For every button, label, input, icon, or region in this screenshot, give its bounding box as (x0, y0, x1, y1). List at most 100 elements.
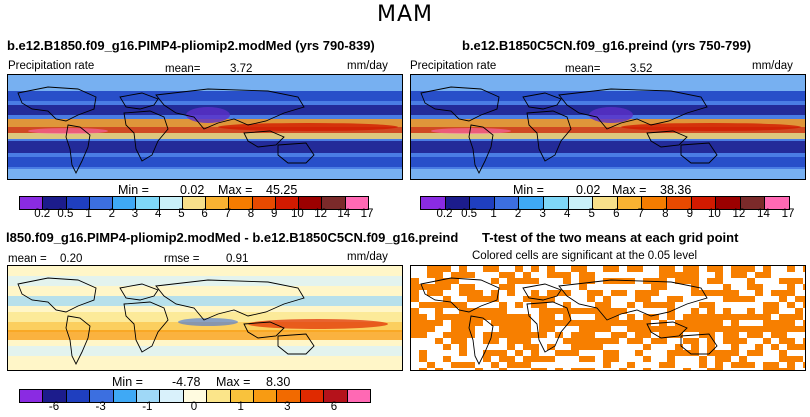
panel2-precip-map (410, 74, 806, 180)
colorbar-swatch-5 (543, 197, 569, 209)
colorbar-swatch-13 (740, 197, 766, 209)
panel1-mean-value: 3.72 (230, 63, 253, 75)
colorbar-tick-label: 14 (337, 208, 351, 220)
colorbar-tick-label: 1 (490, 208, 497, 220)
colorbar-swatch-0 (421, 197, 446, 209)
panel2-min-label: Min = (513, 183, 544, 197)
panel2-min-value: 0.02 (576, 183, 601, 197)
colorbar-tick-label: 7 (224, 208, 231, 220)
colorbar-swatch-11 (277, 390, 301, 402)
colorbar-tick-label: 5 (588, 208, 595, 220)
colorbar-tick-label: -6 (48, 401, 60, 413)
panel2-max-value: 38.36 (660, 183, 692, 197)
colorbar-swatch-4 (113, 197, 137, 209)
colorbar-swatch-1 (43, 197, 67, 209)
colorbar-tick-label: 0.2 (436, 208, 453, 220)
panel2-variable-label: Precipitation rate (410, 60, 497, 72)
colorbar-tick-label: 0 (190, 401, 198, 413)
colorbar-tick-label: 12 (314, 208, 327, 220)
panel1-variable-label: Precipitation rate (8, 60, 95, 72)
panel3-rmse-value: 0.91 (226, 253, 249, 265)
colorbar-tick-label: 5 (178, 208, 185, 220)
panel3-mean-value: 0.20 (60, 253, 83, 265)
colorbar-swatch-8 (206, 197, 230, 209)
colorbar-swatch-13 (322, 197, 346, 209)
colorbar-tick-label: 3 (539, 208, 546, 220)
panel1-units: mm/day (347, 60, 388, 72)
colorbar-swatch-9 (642, 197, 667, 209)
panel2-colorbar (420, 196, 790, 210)
colorbar-swatch-6 (568, 197, 594, 209)
colorbar-tick-label: 6 (201, 208, 208, 220)
colorbar-swatch-11 (691, 197, 717, 209)
colorbar-tick-label: 3 (131, 208, 139, 220)
colorbar-tick-label: 9 (270, 208, 278, 220)
colorbar-swatch-2 (470, 197, 495, 209)
colorbar-swatch-3 (89, 197, 114, 209)
colorbar-tick-label: 2 (108, 208, 115, 220)
colorbar-tick-label: 14 (757, 208, 770, 220)
colorbar-tick-label: -1 (142, 401, 153, 413)
panel3-difference-map (7, 265, 403, 371)
colorbar-tick-label: 0.5 (57, 208, 74, 220)
colorbar-swatch-12 (299, 197, 323, 209)
colorbar-swatch-13 (324, 390, 348, 402)
panel3-min-label: Min = (112, 375, 143, 389)
colorbar-swatch-7 (182, 197, 207, 209)
colorbar-swatch-8 (207, 390, 231, 402)
panel3-max-value: 8.30 (266, 375, 291, 389)
colorbar-swatch-10 (254, 390, 278, 402)
colorbar-swatch-8 (617, 197, 643, 209)
panel1-min-label: Min = (118, 183, 149, 197)
colorbar-tick-label: 0.5 (461, 208, 478, 220)
panel2-max-label: Max = (612, 183, 647, 197)
panel1-precip-map (7, 74, 403, 180)
colorbar-swatch-6 (160, 390, 184, 402)
colorbar-tick-label: 17 (781, 208, 795, 220)
colorbar-tick-label: 4 (154, 208, 162, 220)
panel1-colorbar (19, 196, 369, 210)
colorbar-tick-label: 2 (514, 208, 522, 220)
colorbar-tick-label: 10 (290, 208, 304, 220)
panel1-min-value: 0.02 (180, 183, 205, 197)
panel2-mean-value: 3.52 (630, 63, 653, 75)
colorbar-swatch-2 (66, 197, 90, 209)
panel1-mean-label: mean= (165, 63, 201, 75)
colorbar-swatch-4 (113, 390, 138, 402)
panel3-title: l850.f09_g16.PIMP4-pliomip2.modMed - b.e… (6, 230, 459, 245)
colorbar-tick-label: 17 (360, 208, 374, 220)
colorbar-tick-label: 4 (563, 208, 571, 220)
panel3-units: mm/day (347, 251, 388, 263)
panel2-title: b.e12.B1850C5CN.f09_g16.preind (yrs 750-… (462, 38, 752, 53)
colorbar-swatch-12 (300, 390, 325, 402)
colorbar-tick-label: 3 (284, 401, 291, 413)
colorbar-swatch-1 (43, 390, 67, 402)
panel1-title: b.e12.B1850.f09_g16.PIMP4-pliomip2.modMe… (7, 38, 375, 53)
colorbar-swatch-0 (20, 197, 44, 209)
colorbar-swatch-14 (765, 197, 789, 209)
panel4-subtitle: Colored cells are significant at the 0.0… (472, 250, 698, 262)
colorbar-swatch-3 (90, 390, 114, 402)
colorbar-tick-label: 9 (686, 208, 694, 220)
colorbar-tick-label: 1 (237, 401, 244, 413)
panel1-max-label: Max = (218, 183, 253, 197)
colorbar-swatch-9 (230, 390, 255, 402)
colorbar-swatch-0 (20, 390, 44, 402)
colorbar-tick-label: 10 (707, 208, 721, 220)
colorbar-swatch-7 (183, 390, 208, 402)
colorbar-tick-label: 8 (662, 208, 669, 220)
colorbar-swatch-1 (445, 197, 471, 209)
colorbar-tick-label: 6 (613, 208, 620, 220)
colorbar-swatch-10 (252, 197, 276, 209)
colorbar-tick-label: -3 (95, 401, 106, 413)
colorbar-swatch-5 (136, 197, 160, 209)
panel4-significance-map (410, 265, 806, 371)
colorbar-swatch-14 (347, 390, 371, 402)
colorbar-swatch-5 (137, 390, 161, 402)
panel3-max-label: Max = (216, 375, 251, 389)
colorbar-tick-label: 7 (637, 208, 644, 220)
colorbar-swatch-10 (666, 197, 692, 209)
colorbar-swatch-9 (229, 197, 253, 209)
panel2-units: mm/day (752, 60, 793, 72)
colorbar-tick-label: 8 (247, 208, 255, 220)
